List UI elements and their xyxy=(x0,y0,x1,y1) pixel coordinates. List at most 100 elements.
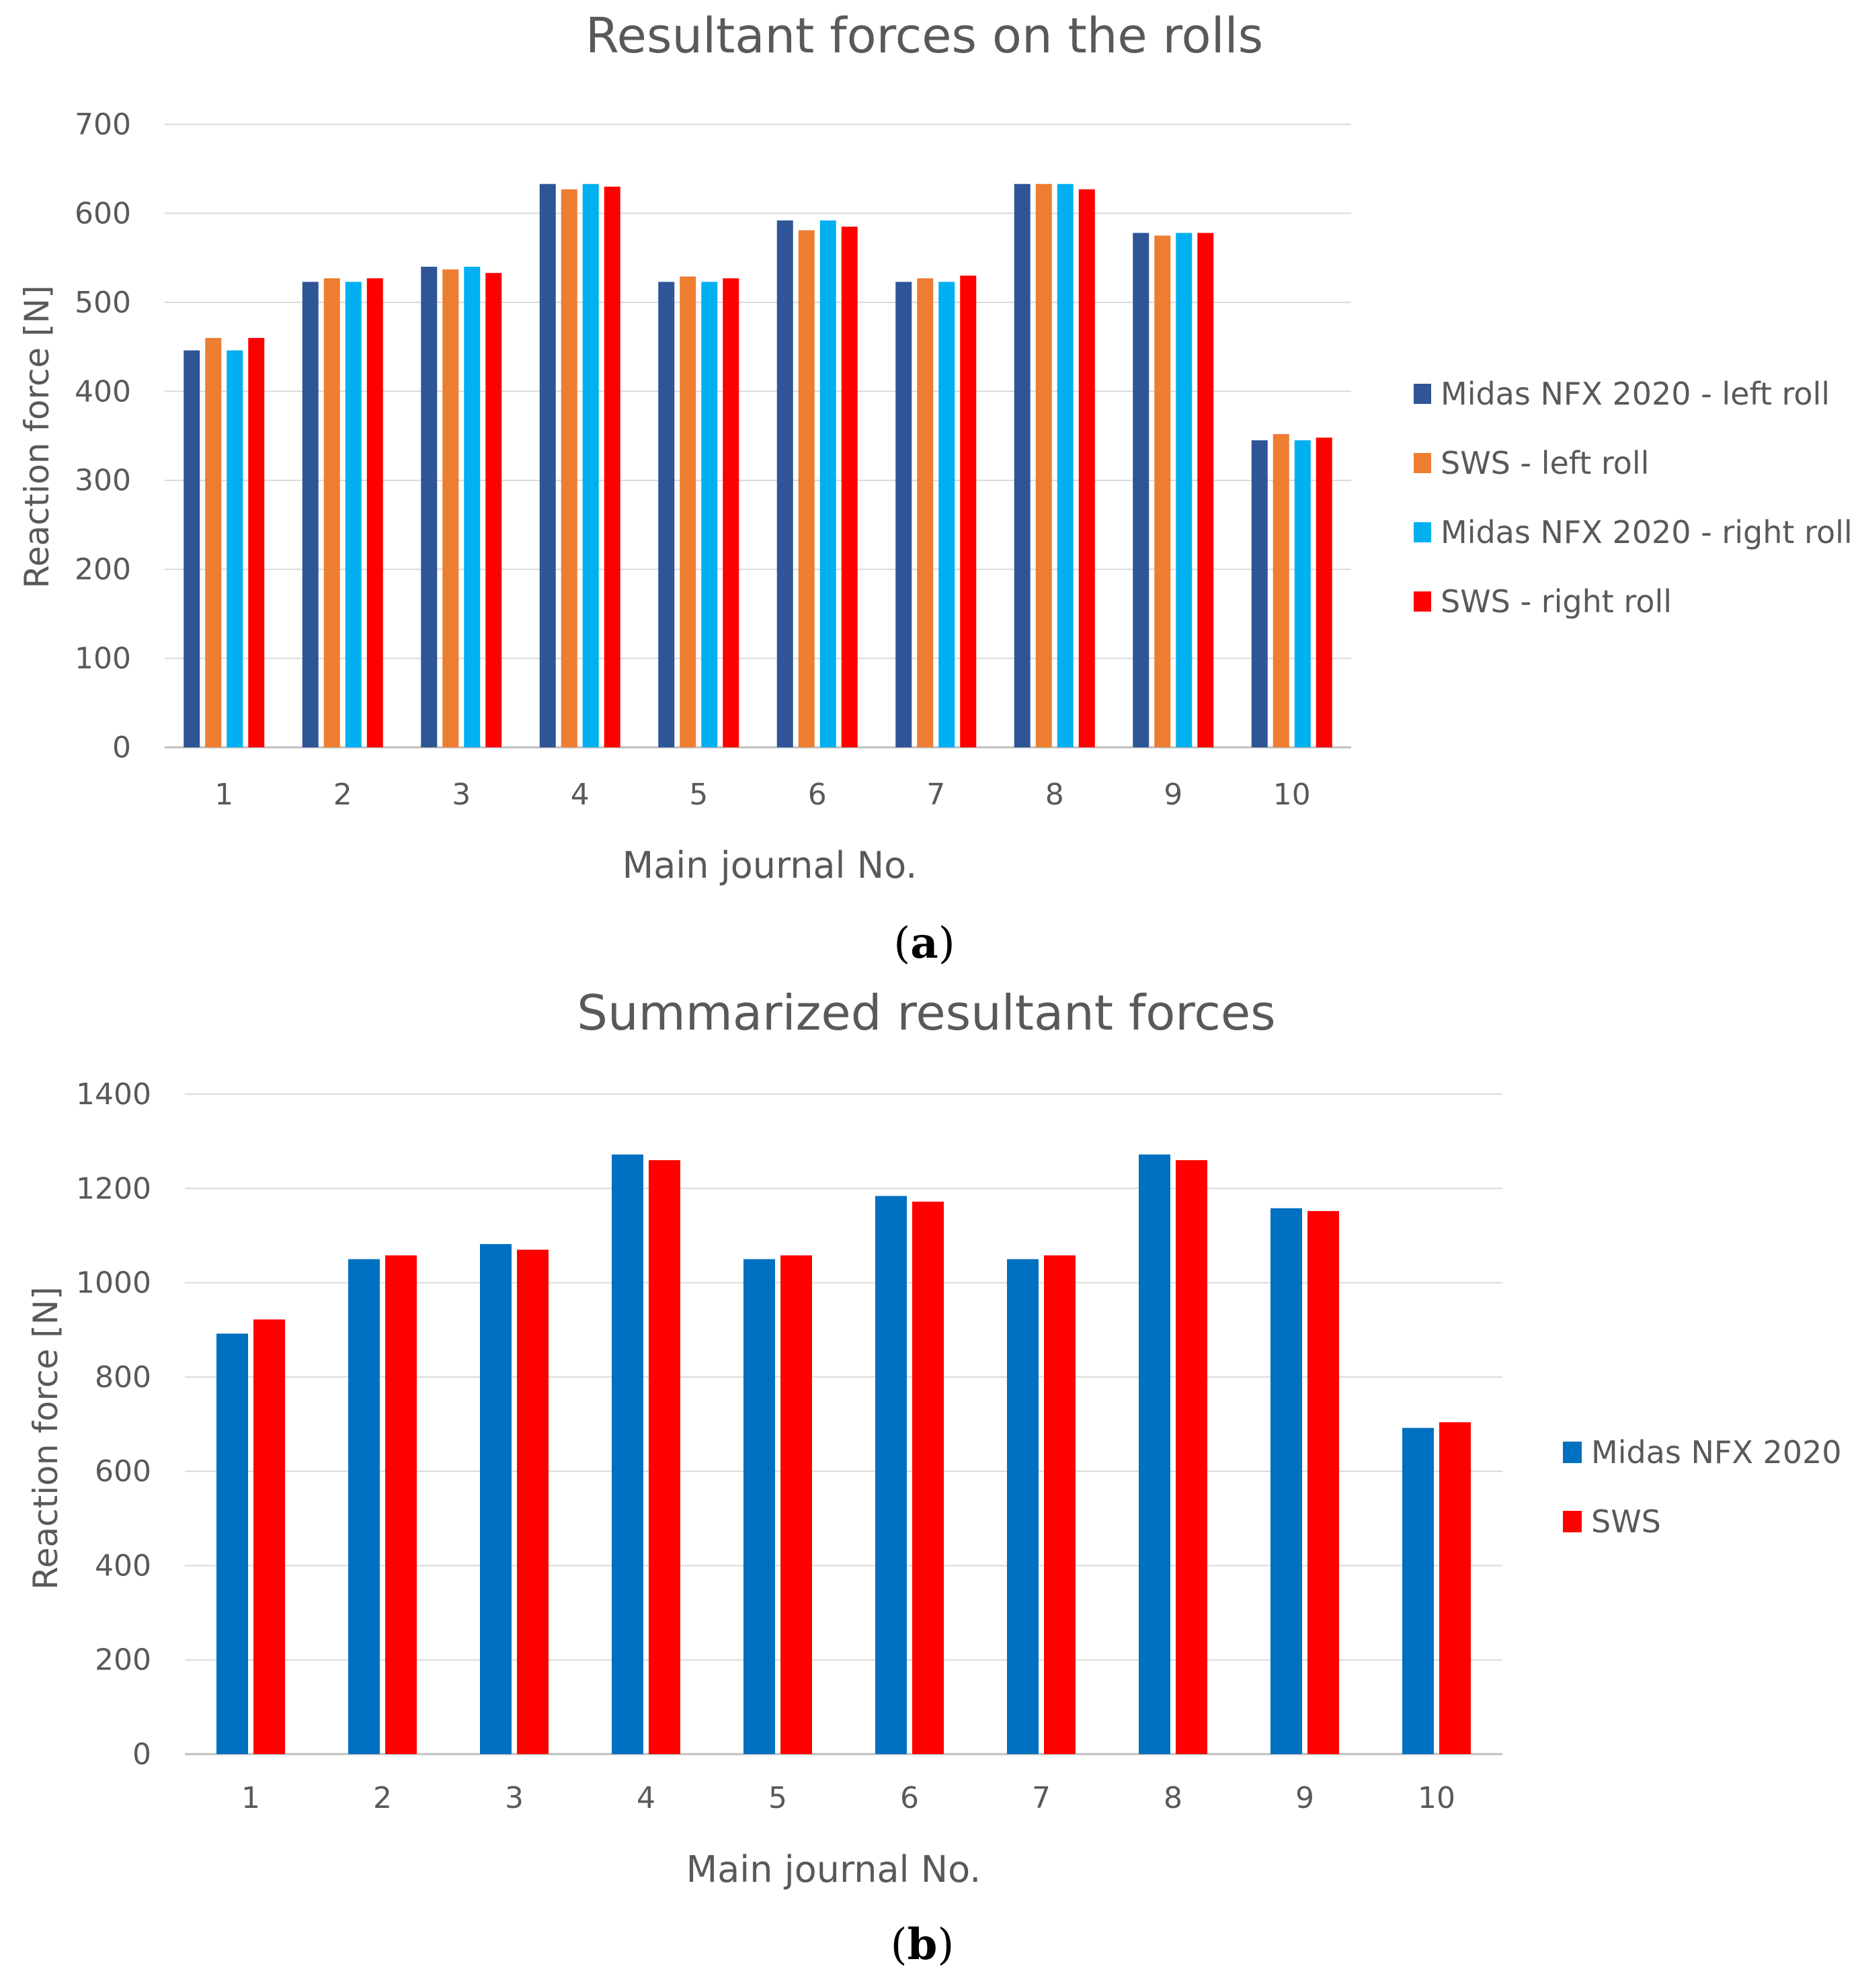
x-tick-label: 9 xyxy=(1164,778,1182,812)
chart-b-title: Summarized resultant forces xyxy=(577,985,1275,1041)
y-tick-label: 700 xyxy=(75,108,131,142)
bar xyxy=(841,226,858,747)
x-tick-label: 7 xyxy=(1032,1781,1051,1815)
x-tick-label: 9 xyxy=(1295,1781,1314,1815)
caption-b: (b) xyxy=(891,1919,955,1970)
x-tick-label: 1 xyxy=(241,1781,260,1815)
y-tick-label: 600 xyxy=(75,196,131,231)
bar xyxy=(184,350,200,747)
bar xyxy=(1176,1160,1207,1754)
legend-swatch xyxy=(1563,1442,1582,1463)
legend-swatch xyxy=(1563,1511,1582,1532)
chart-b-x-axis-title: Main journal No. xyxy=(686,1848,981,1891)
bar xyxy=(701,282,718,747)
chart-b-legend: Midas NFX 2020 SWS xyxy=(1563,1434,1842,1540)
bar xyxy=(960,276,977,748)
legend-swatch xyxy=(1414,522,1431,542)
x-tick-label: 8 xyxy=(1045,778,1064,812)
legend-label: SWS - left roll xyxy=(1441,445,1649,481)
bar xyxy=(385,1255,417,1754)
legend-label: Midas NFX 2020 - left roll xyxy=(1441,376,1830,412)
bar xyxy=(480,1244,512,1754)
y-tick-label: 400 xyxy=(95,1548,151,1583)
x-tick-label: 2 xyxy=(333,778,352,812)
x-tick-label: 10 xyxy=(1418,1781,1455,1815)
y-tick-label: 1200 xyxy=(76,1171,151,1206)
x-tick-label: 7 xyxy=(926,778,945,812)
y-tick-label: 0 xyxy=(132,1737,151,1772)
bar xyxy=(485,273,502,747)
caption-a-letter: a xyxy=(910,918,938,968)
x-tick-label: 4 xyxy=(571,778,590,812)
bar xyxy=(442,269,459,747)
y-tick-label: 400 xyxy=(75,374,131,409)
bar xyxy=(604,186,620,747)
bar xyxy=(302,282,319,747)
bar xyxy=(323,278,340,747)
bar xyxy=(917,278,934,747)
bar xyxy=(205,337,222,747)
bar xyxy=(612,1154,643,1754)
bar xyxy=(348,1259,380,1754)
bar xyxy=(561,189,577,747)
bar xyxy=(216,1333,248,1754)
x-tick-label: 3 xyxy=(452,778,471,812)
bar xyxy=(649,1160,680,1754)
y-tick-label: 200 xyxy=(75,552,131,587)
caption-b-letter: b xyxy=(907,1919,938,1970)
bar xyxy=(1078,189,1095,747)
bar xyxy=(1035,183,1052,747)
bar xyxy=(1251,440,1268,747)
x-tick-label: 10 xyxy=(1273,778,1311,812)
bar xyxy=(1197,233,1214,747)
chart-b-x-tick-labels: 1 2 3 4 5 6 7 8 9 10 xyxy=(241,1781,1455,1815)
bar xyxy=(1057,183,1074,747)
chart-b-y-axis-title: Reaction force [N] xyxy=(26,1286,65,1589)
chart-resultant-forces-rolls: Resultant forces on the rolls 0 100 200 300… xyxy=(17,7,1853,968)
bar xyxy=(895,282,912,747)
bar xyxy=(912,1201,944,1754)
bar xyxy=(776,220,793,748)
chart-a-x-tick-labels: 1 2 3 4 5 6 7 8 9 10 xyxy=(214,778,1311,812)
bar xyxy=(1270,1208,1302,1754)
bar xyxy=(875,1196,907,1754)
bar xyxy=(345,282,362,747)
bar xyxy=(1307,1210,1339,1754)
y-tick-label: 800 xyxy=(95,1360,151,1395)
chart-b-bars xyxy=(216,1154,1471,1754)
x-tick-label: 3 xyxy=(505,1781,524,1815)
chart-a-y-tick-labels: 0 100 200 300 400 500 600 700 xyxy=(75,108,131,765)
chart-a-gridlines xyxy=(165,124,1351,749)
x-tick-label: 2 xyxy=(373,1781,392,1815)
bar xyxy=(658,282,675,747)
chart-summarized-resultant-forces: Summarized resultant forces 020040060080… xyxy=(26,985,1842,1970)
bar xyxy=(366,278,383,747)
y-tick-label: 500 xyxy=(75,286,131,320)
bar xyxy=(421,266,438,747)
bar xyxy=(253,1319,285,1754)
bar xyxy=(743,1259,775,1754)
chart-a-x-axis-title: Main journal No. xyxy=(622,844,918,886)
x-tick-label: 4 xyxy=(637,1781,655,1815)
bar xyxy=(582,183,599,747)
y-tick-label: 100 xyxy=(75,642,131,676)
x-tick-label: 6 xyxy=(900,1781,919,1815)
bar xyxy=(1439,1422,1471,1754)
bar xyxy=(1007,1259,1039,1754)
bar xyxy=(1154,235,1171,747)
bar xyxy=(938,282,955,747)
legend-label: SWS xyxy=(1591,1503,1661,1540)
chart-b-y-tick-labels: 0 200 400 600 800 1000 1200 1400 xyxy=(76,1077,151,1772)
x-tick-label: 8 xyxy=(1164,1781,1182,1815)
chart-a-bars xyxy=(184,183,1332,748)
y-tick-label: 600 xyxy=(95,1454,151,1489)
bar xyxy=(1014,183,1031,747)
bar xyxy=(1294,440,1311,747)
y-tick-label: 0 xyxy=(112,731,131,765)
bar xyxy=(539,183,556,747)
bar xyxy=(1139,1154,1170,1754)
y-tick-label: 1000 xyxy=(76,1266,151,1300)
legend-label: Midas NFX 2020 - right roll xyxy=(1441,514,1853,550)
y-tick-label: 300 xyxy=(75,464,131,498)
